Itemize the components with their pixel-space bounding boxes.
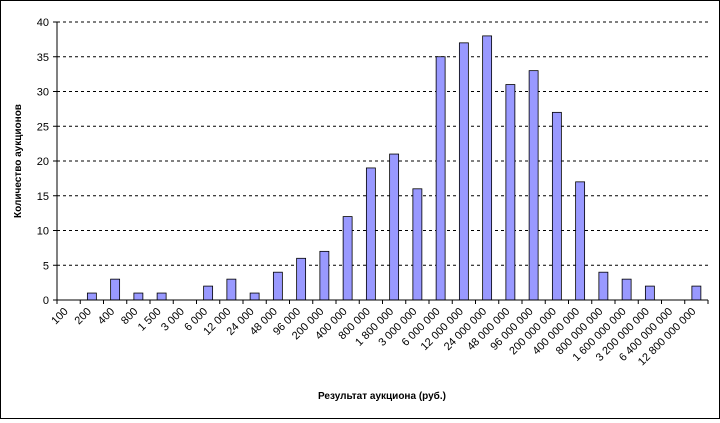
x-tick-label: 3 000 bbox=[159, 306, 187, 334]
bar bbox=[528, 70, 539, 301]
bar bbox=[575, 181, 586, 301]
bar bbox=[505, 84, 516, 301]
bar bbox=[412, 188, 423, 301]
bar bbox=[249, 292, 260, 301]
bar bbox=[156, 292, 167, 301]
bar bbox=[272, 271, 283, 301]
bar bbox=[342, 216, 353, 301]
bar bbox=[133, 292, 144, 301]
y-tick-label: 20 bbox=[37, 156, 49, 168]
x-tick-label: 100 bbox=[49, 306, 70, 327]
bar bbox=[389, 153, 400, 301]
bar bbox=[226, 278, 237, 301]
y-tick-labels: 0 5 10 15 20 25 30 35 40 bbox=[37, 17, 57, 307]
bar bbox=[458, 42, 469, 301]
y-tick-label: 0 bbox=[43, 295, 49, 307]
x-axis-title: Результат аукциона (руб.) bbox=[318, 390, 446, 402]
bar bbox=[319, 250, 330, 301]
y-tick-label: 30 bbox=[37, 87, 49, 99]
bar bbox=[551, 111, 562, 301]
bar bbox=[482, 35, 493, 301]
bar bbox=[110, 278, 121, 301]
bar bbox=[644, 285, 655, 301]
x-tick-label: 400 bbox=[96, 306, 117, 327]
x-tick-label: 1 500 bbox=[136, 306, 164, 334]
y-tick-label: 5 bbox=[43, 260, 49, 272]
y-tick-label: 10 bbox=[37, 226, 49, 238]
y-tick-label: 25 bbox=[37, 121, 49, 133]
y-axis-title: Количество аукционов bbox=[13, 104, 24, 218]
bar bbox=[435, 56, 446, 301]
y-tick-label: 35 bbox=[37, 52, 49, 64]
y-tick-label: 40 bbox=[37, 17, 49, 29]
gridlines bbox=[57, 21, 708, 266]
x-tick-label: 200 bbox=[73, 306, 94, 327]
bar bbox=[365, 167, 376, 301]
bar bbox=[621, 278, 632, 301]
bar bbox=[86, 292, 97, 301]
bar bbox=[691, 285, 702, 301]
bar bbox=[296, 257, 307, 301]
y-tick-label: 15 bbox=[37, 191, 49, 203]
bar bbox=[598, 271, 609, 301]
bars bbox=[86, 35, 702, 301]
bar bbox=[203, 285, 214, 301]
